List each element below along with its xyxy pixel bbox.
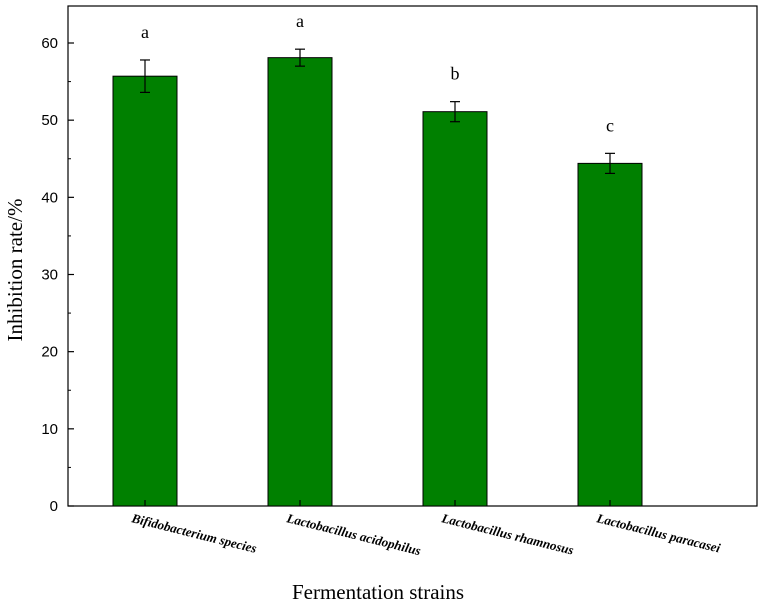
y-tick-label: 10	[41, 421, 58, 438]
x-tick-label: Lactobacillus rhamnosus	[439, 510, 575, 558]
y-tick-label: 50	[41, 112, 58, 129]
plot-border	[67, 5, 758, 507]
y-tick-label: 40	[41, 189, 58, 206]
y-axis: 0 10 20 30 40 50 60	[41, 35, 74, 515]
bar	[577, 162, 643, 507]
significance-label: a	[296, 11, 304, 31]
x-tick-label: Bifidobacterium species	[129, 510, 258, 556]
plot-frame	[67, 5, 758, 507]
y-axis-title: Inhibition rate/%	[3, 199, 27, 342]
y-tick-label: 0	[50, 498, 58, 515]
x-tick-label: Lactobacillus acidophilus	[284, 510, 422, 558]
bar	[112, 75, 178, 507]
y-tick-label: 30	[41, 267, 58, 284]
y-tick-label: 20	[41, 344, 58, 361]
significance-label: c	[606, 115, 614, 135]
y-tick-label: 60	[41, 35, 58, 52]
significance-label: a	[141, 22, 149, 42]
bar	[267, 57, 333, 507]
x-tick-label: Lactobacillus paracasei	[594, 510, 722, 556]
significance-label: b	[451, 64, 460, 84]
bars: a a b c	[112, 11, 643, 507]
x-axis-title: Fermentation strains	[292, 580, 464, 604]
bar	[422, 111, 488, 507]
x-axis: Bifidobacterium species Lactobacillus aci…	[129, 500, 722, 558]
